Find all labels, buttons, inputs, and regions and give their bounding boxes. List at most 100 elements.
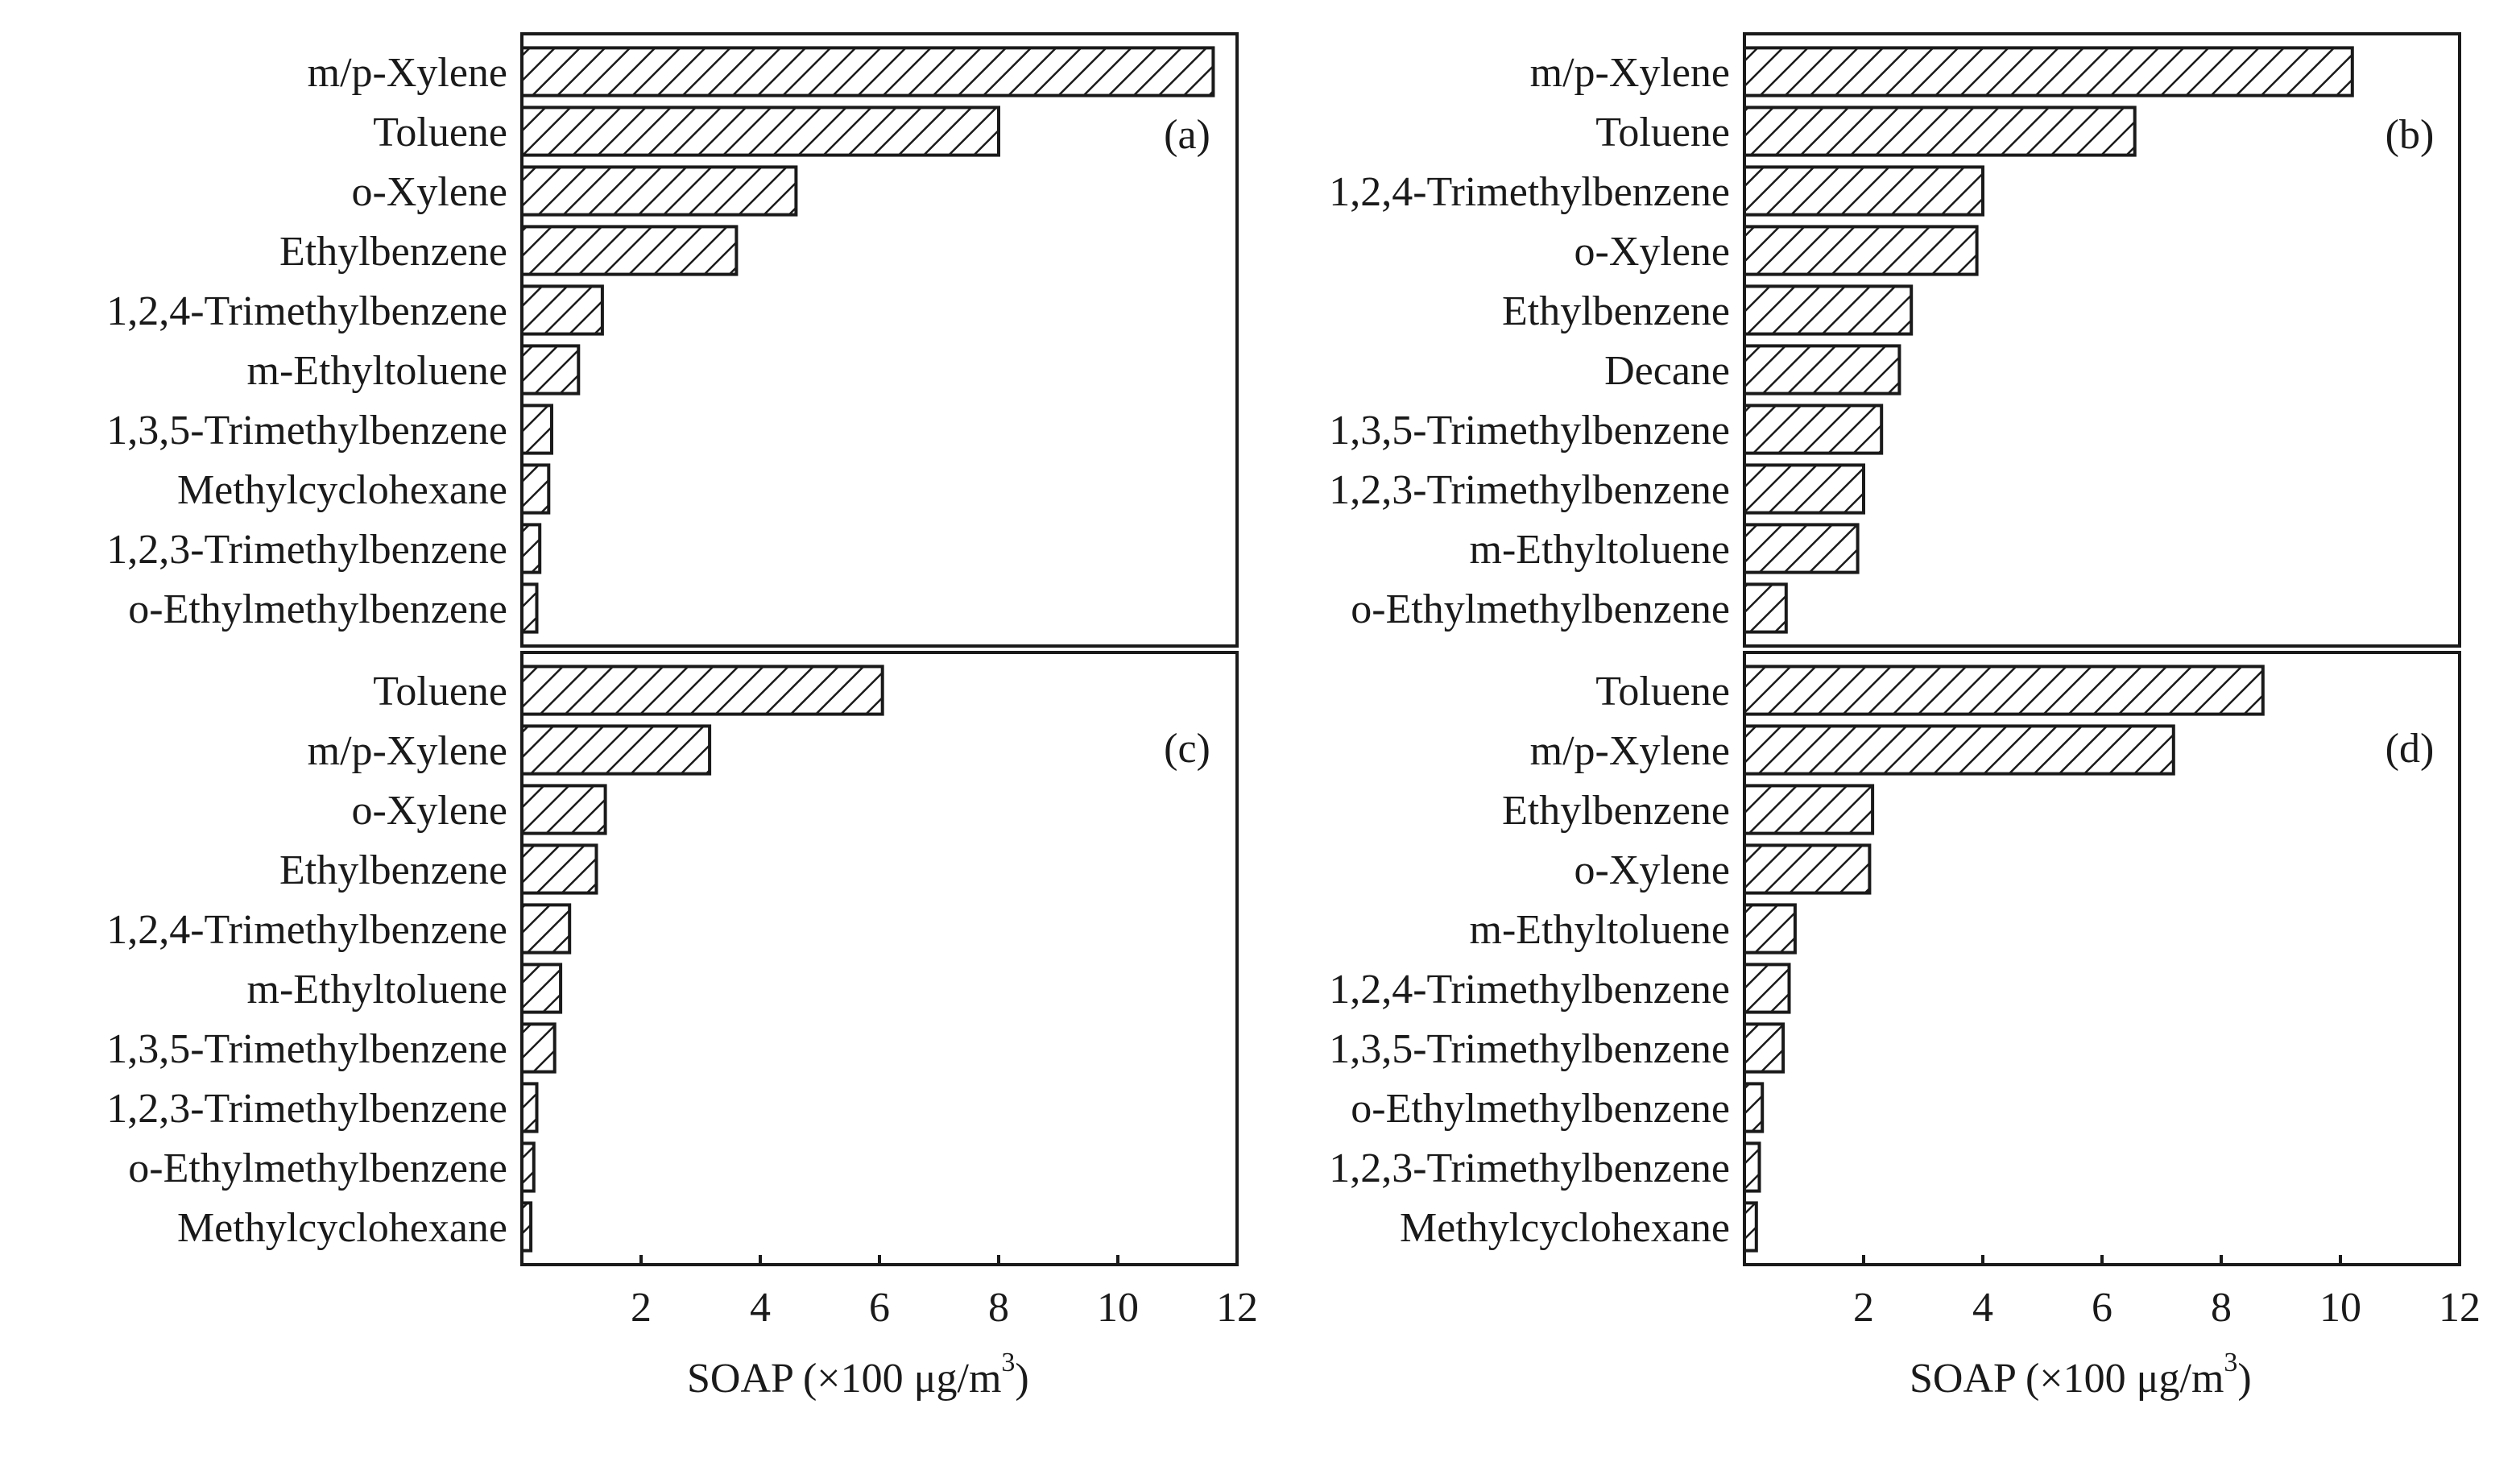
category-label: o-Xylene [1574,847,1730,893]
x-tick-label: 6 [2092,1285,2112,1331]
bar-6 [1743,963,1791,1014]
x-tick-label: 12 [2439,1285,2481,1331]
bar-9 [1743,1141,1761,1193]
category-label: Methylcyclohexane [1400,1205,1730,1251]
category-label: 1,2,3-Trimethylbenzene [1329,467,1730,513]
bar-7 [1743,404,1884,455]
category-label: o-Ethylmethylbenzene [128,1145,507,1191]
bar-8 [520,1082,539,1133]
category-label: o-Ethylmethylbenzene [128,586,507,632]
category-label: o-Xylene [352,169,507,215]
x-tick-label: 8 [2211,1285,2232,1331]
category-label: 1,2,4-Trimethylbenzene [106,907,507,953]
bar-9 [520,1141,536,1193]
panel-frame [520,32,1239,648]
bar-4 [1743,225,1979,276]
category-label: 1,2,4-Trimethylbenzene [106,288,507,334]
panel-frame [1743,32,2461,648]
category-label: Toluene [373,669,507,714]
panel-2: m/p-Xylene Toluene 1,2,4-Trimethylbenzene o… [1329,32,2461,648]
bar-3 [1743,165,1984,217]
category-label: Decane [1604,348,1730,394]
category-label: m-Ethyltoluene [247,348,507,394]
panel-4: Toluene m/p-Xylene Ethylbenzene o-Xylene m-E… [1329,651,2481,1402]
category-label: m/p-Xylene [308,50,507,96]
category-label: Methylcyclohexane [177,467,507,513]
bar-9 [1743,523,1860,574]
x-tick-label: 8 [988,1285,1009,1331]
bar-5 [1743,903,1797,955]
bar-2 [1743,106,2137,157]
category-label: m/p-Xylene [1530,50,1730,96]
bar-10 [1743,1201,1758,1253]
bar-3 [520,165,798,217]
category-label: o-Xylene [1574,229,1730,275]
x-tick-label: 10 [2319,1285,2361,1331]
bar-10 [1743,582,1788,634]
bar-8 [520,463,551,515]
category-label: Toluene [1595,110,1730,155]
panel-tag: (a) [1164,112,1210,158]
bar-3 [520,784,607,835]
bar-3 [1743,784,1875,835]
panels: m/p-Xylene Toluene o-Xylene Ethylbenzene 1,2… [106,32,2481,1402]
category-label: m/p-Xylene [1530,728,1730,774]
panel-3: Toluene m/p-Xylene o-Xylene Ethylbenzene 1,2… [106,651,1258,1402]
bar-2 [520,106,1000,157]
bar-4 [1743,843,1872,895]
category-label: 1,3,5-Trimethylbenzene [106,408,507,454]
bar-8 [1743,1082,1765,1133]
bar-1 [520,665,884,716]
bar-1 [520,46,1215,97]
bar-1 [1743,46,2354,97]
bar-10 [520,1201,533,1253]
category-label: Methylcyclohexane [177,1205,507,1251]
panel-1: m/p-Xylene Toluene o-Xylene Ethylbenzene 1,2… [106,32,1239,648]
x-tick-label: 2 [1853,1285,1874,1331]
x-tick-label: 4 [1972,1285,1993,1331]
category-label: 1,2,3-Trimethylbenzene [106,1086,507,1132]
panel-tag: (c) [1164,726,1210,772]
category-label: 1,3,5-Trimethylbenzene [1329,408,1730,454]
category-label: Toluene [1595,669,1730,714]
category-label: 1,2,3-Trimethylbenzene [1329,1145,1730,1191]
category-label: m-Ethyltoluene [1470,907,1730,953]
category-label: Toluene [373,110,507,155]
category-label: 1,2,3-Trimethylbenzene [106,527,507,573]
category-label: Ethylbenzene [1502,288,1730,334]
bar-2 [1743,724,2175,776]
category-label: 1,2,4-Trimethylbenzene [1329,169,1730,215]
bar-7 [1743,1022,1786,1074]
category-label: o-Ethylmethylbenzene [1351,586,1730,632]
category-label: 1,3,5-Trimethylbenzene [1329,1026,1730,1072]
panel-tag: (b) [2386,112,2435,158]
category-label: Ethylbenzene [279,847,507,893]
category-label: m-Ethyltoluene [247,967,507,1013]
bar-4 [520,225,739,276]
category-label: o-Xylene [352,788,507,834]
bar-5 [1743,284,1914,336]
bar-7 [520,404,553,455]
x-tick-label: 12 [1216,1285,1258,1331]
category-label: 1,3,5-Trimethylbenzene [106,1026,507,1072]
bar-5 [520,284,604,336]
bar-1 [1743,665,2265,716]
x-tick-label: 10 [1097,1285,1139,1331]
x-axis-label: SOAP (×100 μg/m3) [687,1348,1029,1402]
x-tick-label: 2 [631,1285,652,1331]
bar-6 [520,344,581,396]
bar-6 [520,963,563,1014]
bar-6 [1743,344,1901,396]
bar-5 [520,903,572,955]
bar-4 [520,843,598,895]
panel-tag: (d) [2386,726,2435,772]
bar-2 [520,724,712,776]
category-label: m/p-Xylene [308,728,507,774]
x-axis-label: SOAP (×100 μg/m3) [1910,1348,2252,1402]
bar-10 [520,582,539,634]
category-label: m-Ethyltoluene [1470,527,1730,573]
category-label: Ethylbenzene [1502,788,1730,834]
x-tick-label: 4 [750,1285,771,1331]
bar-7 [520,1022,557,1074]
